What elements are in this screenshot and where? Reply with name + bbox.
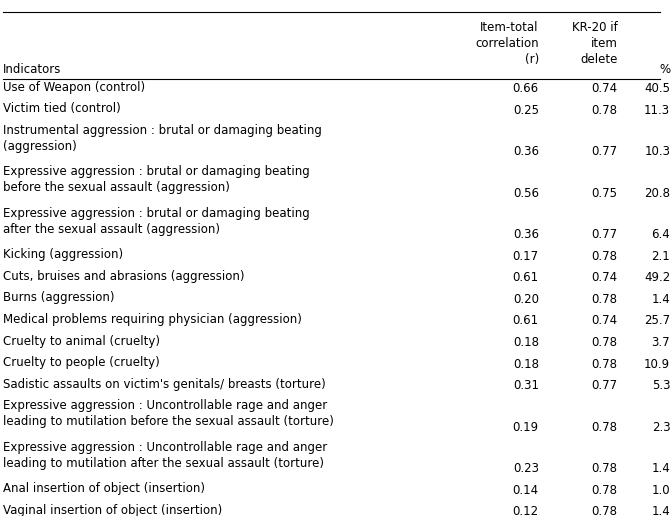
Text: Medical problems requiring physician (aggression): Medical problems requiring physician (ag… — [3, 313, 302, 326]
Text: 0.78: 0.78 — [592, 505, 618, 516]
Text: 0.74: 0.74 — [592, 83, 618, 95]
Text: Item-total
correlation
(r): Item-total correlation (r) — [475, 21, 539, 66]
Text: 10.3: 10.3 — [644, 146, 670, 158]
Text: 0.78: 0.78 — [592, 358, 618, 370]
Text: Cuts, bruises and abrasions (aggression): Cuts, bruises and abrasions (aggression) — [3, 270, 244, 283]
Text: 0.78: 0.78 — [592, 421, 618, 433]
Text: 0.75: 0.75 — [592, 187, 618, 200]
Text: 0.74: 0.74 — [592, 271, 618, 284]
Text: 49.2: 49.2 — [644, 271, 670, 284]
Text: 11.3: 11.3 — [644, 104, 670, 117]
Text: 2.1: 2.1 — [652, 250, 670, 263]
Text: 0.56: 0.56 — [513, 187, 539, 200]
Text: Vaginal insertion of object (insertion): Vaginal insertion of object (insertion) — [3, 504, 222, 516]
Text: 40.5: 40.5 — [644, 83, 670, 95]
Text: 1.4: 1.4 — [652, 462, 670, 475]
Text: Expressive aggression : Uncontrollable rage and anger
leading to mutilation afte: Expressive aggression : Uncontrollable r… — [3, 441, 327, 470]
Text: 0.61: 0.61 — [513, 314, 539, 328]
Text: 2.3: 2.3 — [652, 421, 670, 433]
Text: Kicking (aggression): Kicking (aggression) — [3, 248, 123, 261]
Text: 10.9: 10.9 — [644, 358, 670, 370]
Text: 0.18: 0.18 — [513, 336, 539, 349]
Text: 6.4: 6.4 — [652, 228, 670, 241]
Text: 0.78: 0.78 — [592, 462, 618, 475]
Text: Burns (aggression): Burns (aggression) — [3, 292, 114, 304]
Text: 5.3: 5.3 — [652, 379, 670, 392]
Text: 0.77: 0.77 — [592, 228, 618, 241]
Text: %: % — [659, 63, 670, 76]
Text: 0.66: 0.66 — [513, 83, 539, 95]
Text: Cruelty to animal (cruelty): Cruelty to animal (cruelty) — [3, 334, 160, 347]
Text: 0.12: 0.12 — [513, 505, 539, 516]
Text: 0.31: 0.31 — [513, 379, 539, 392]
Text: 0.18: 0.18 — [513, 358, 539, 370]
Text: 0.77: 0.77 — [592, 146, 618, 158]
Text: 0.61: 0.61 — [513, 271, 539, 284]
Text: Expressive aggression : brutal or damaging beating
after the sexual assault (agg: Expressive aggression : brutal or damagi… — [3, 207, 309, 236]
Text: 1.4: 1.4 — [652, 505, 670, 516]
Text: Instrumental aggression : brutal or damaging beating
(aggression): Instrumental aggression : brutal or dama… — [3, 124, 321, 153]
Text: 1.4: 1.4 — [652, 293, 670, 306]
Text: Anal insertion of object (insertion): Anal insertion of object (insertion) — [3, 482, 205, 495]
Text: 3.7: 3.7 — [652, 336, 670, 349]
Text: Sadistic assaults on victim's genitals/ breasts (torture): Sadistic assaults on victim's genitals/ … — [3, 378, 325, 391]
Text: 0.14: 0.14 — [513, 483, 539, 496]
Text: 0.19: 0.19 — [513, 421, 539, 433]
Text: Victim tied (control): Victim tied (control) — [3, 102, 121, 116]
Text: 0.17: 0.17 — [513, 250, 539, 263]
Text: KR-20 if
item
delete: KR-20 if item delete — [572, 21, 618, 66]
Text: 0.77: 0.77 — [592, 379, 618, 392]
Text: Cruelty to people (cruelty): Cruelty to people (cruelty) — [3, 356, 160, 369]
Text: 25.7: 25.7 — [644, 314, 670, 328]
Text: 0.23: 0.23 — [513, 462, 539, 475]
Text: 0.36: 0.36 — [513, 228, 539, 241]
Text: 0.25: 0.25 — [513, 104, 539, 117]
Text: Expressive aggression : brutal or damaging beating
before the sexual assault (ag: Expressive aggression : brutal or damagi… — [3, 165, 309, 195]
Text: 0.36: 0.36 — [513, 146, 539, 158]
Text: 0.78: 0.78 — [592, 483, 618, 496]
Text: 0.78: 0.78 — [592, 336, 618, 349]
Text: Indicators: Indicators — [3, 63, 61, 76]
Text: Use of Weapon (control): Use of Weapon (control) — [3, 81, 145, 94]
Text: 0.74: 0.74 — [592, 314, 618, 328]
Text: 0.78: 0.78 — [592, 104, 618, 117]
Text: 0.78: 0.78 — [592, 293, 618, 306]
Text: Expressive aggression : Uncontrollable rage and anger
leading to mutilation befo: Expressive aggression : Uncontrollable r… — [3, 399, 333, 428]
Text: 0.78: 0.78 — [592, 250, 618, 263]
Text: 20.8: 20.8 — [644, 187, 670, 200]
Text: 1.0: 1.0 — [652, 483, 670, 496]
Text: 0.20: 0.20 — [513, 293, 539, 306]
